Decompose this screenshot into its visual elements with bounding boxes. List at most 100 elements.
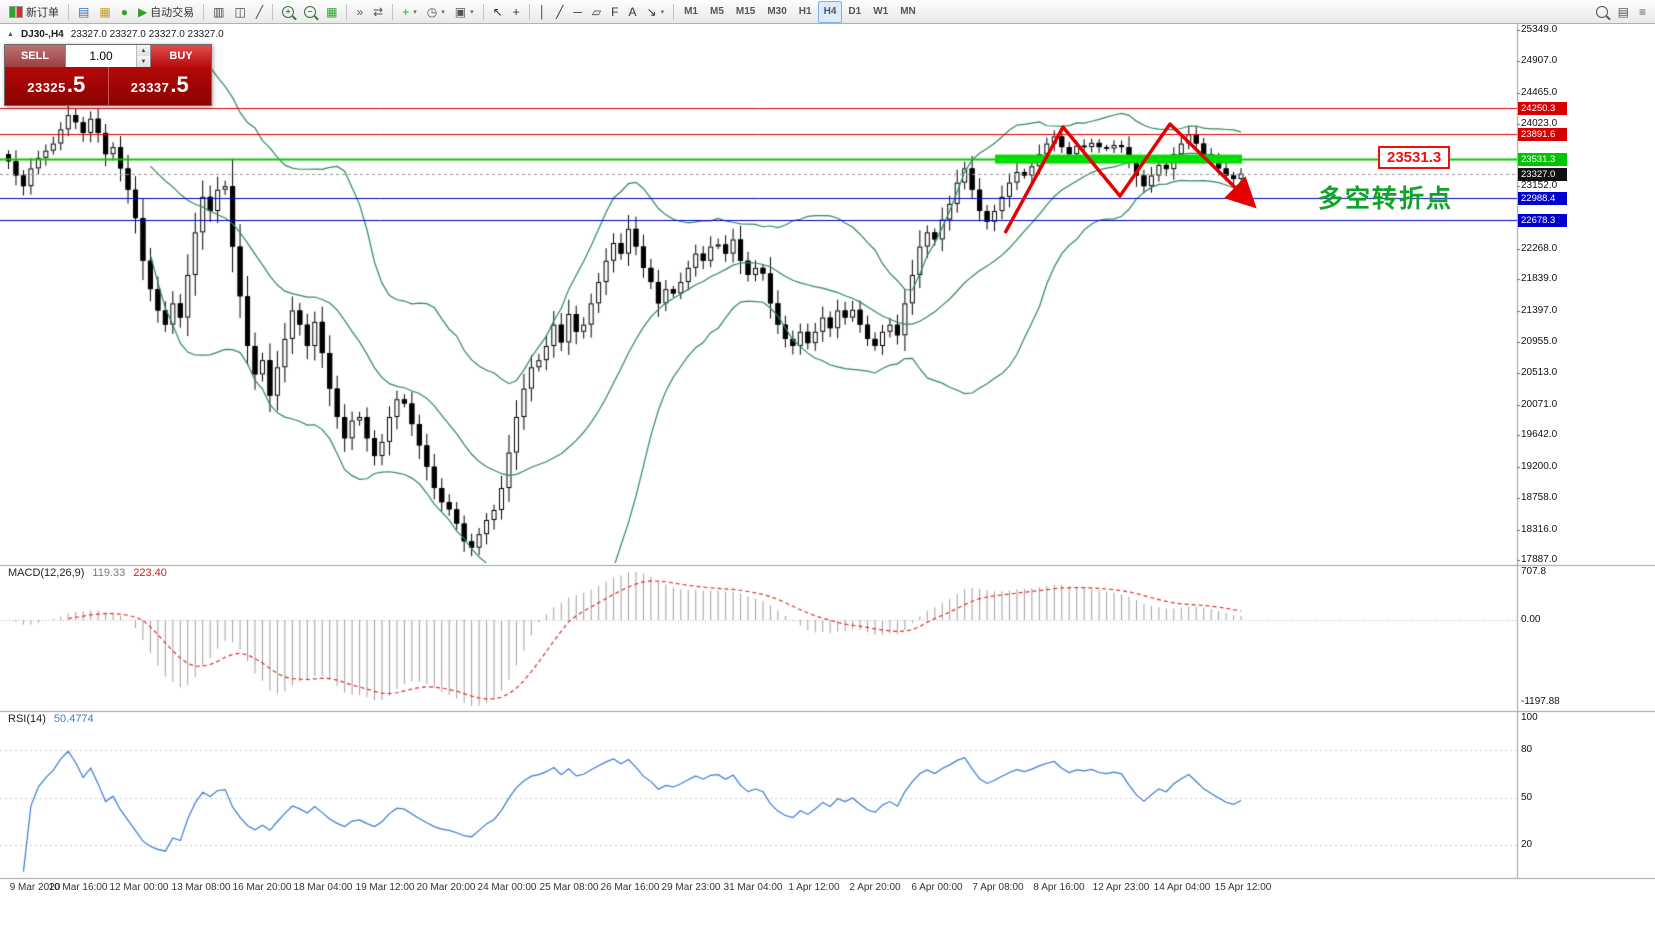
toolbar-separator — [528, 3, 530, 20]
new-order-button[interactable]: 新订单 — [4, 1, 64, 23]
toolbar-separator — [68, 3, 69, 20]
timeframe-w1[interactable]: W1 — [873, 6, 889, 17]
indicators-icon: + — [402, 4, 410, 19]
trendline-button[interactable]: ╱ — [551, 1, 568, 23]
price-level-annotation-box: 23531.3 — [1378, 146, 1451, 169]
line-chart-icon: ╱ — [255, 4, 264, 19]
arrows-icon: ↘ — [646, 4, 657, 19]
timeframe-h4[interactable]: H4 — [817, 0, 843, 23]
time-axis-label: 29 Mar 23:00 — [661, 882, 721, 893]
arrows-button[interactable]: ↘ ▾ — [642, 1, 670, 23]
line-chart-type-button[interactable]: ╱ — [251, 1, 268, 23]
cursor-button[interactable]: ↖ — [488, 1, 508, 23]
auto-scroll-button[interactable]: » — [351, 1, 368, 23]
timeframe-mn[interactable]: MN — [900, 6, 916, 17]
search-icon — [1595, 5, 1608, 18]
candles-icon: ◫ — [234, 4, 246, 19]
timeframe-m5[interactable]: M5 — [709, 6, 724, 17]
toolbar-group: 新订单 — [4, 1, 64, 23]
navigator-button[interactable]: ● — [116, 1, 133, 23]
rsi-axis-label: 20 — [1521, 839, 1533, 850]
navigator-icon: ● — [120, 4, 128, 19]
dropdown-caret-icon: ▾ — [660, 8, 665, 16]
search-button[interactable] — [1591, 1, 1613, 23]
volume-stepper[interactable]: 1.00 ▲ ▼ — [65, 45, 151, 67]
price-axis-label: 18316.0 — [1521, 524, 1558, 535]
fibonacci-button[interactable]: F — [606, 1, 623, 23]
tile-windows-button[interactable]: ▦ — [321, 1, 342, 23]
toolbar-separator — [203, 3, 205, 20]
buy-price-display[interactable]: 23337 .5 — [109, 67, 212, 105]
sell-price-pips: .5 — [66, 72, 86, 97]
timeframe-d1[interactable]: D1 — [848, 6, 862, 17]
candle-chart-type-button[interactable]: ◫ — [230, 1, 251, 23]
price-axis-label: 21839.0 — [1521, 273, 1558, 284]
time-axis-label: 2 Apr 20:00 — [849, 882, 901, 893]
cursor-icon: ↖ — [492, 4, 503, 19]
market-watch-button[interactable]: ▤ — [73, 1, 94, 23]
data-window-button[interactable]: ▦ — [94, 1, 115, 23]
symbol-triangle-icon: ▲ — [7, 31, 14, 38]
properties-icon: ≡ — [1638, 4, 1646, 19]
timeframe-m15[interactable]: M15 — [735, 6, 756, 17]
time-axis-label: 9 Mar 2020 — [9, 882, 61, 893]
crosshair-button[interactable]: + — [508, 1, 525, 23]
zoom-in-icon: + — [282, 5, 295, 18]
market-watch-icon: ▤ — [78, 4, 90, 19]
main-toolbar: 新订单 ▤ ▦ ● ▶ 自动交易 ▥ ◫ ╱ + − ▦» ⇄ + ▾ ◷ ▾ ▣ ▾ ↖ + │ ╱ ─ ▱ F A ↘ ▾ M1 M5 M… — [0, 0, 1655, 24]
horizontal-line-button[interactable]: ─ — [568, 1, 587, 23]
indicators-button[interactable]: + ▾ — [397, 1, 422, 23]
properties-button[interactable]: ≡ — [1634, 1, 1651, 23]
volume-down-button[interactable]: ▼ — [137, 56, 150, 67]
bar-chart-type-button[interactable]: ▥ — [208, 1, 229, 23]
rsi-axis-label: 100 — [1521, 712, 1538, 723]
time-axis-label: 7 Apr 08:00 — [972, 882, 1024, 893]
text-button[interactable]: A — [623, 1, 641, 23]
rsi-name: RSI(14) — [8, 713, 46, 725]
turning-point-annotation-text: 多空转折点 — [1318, 185, 1454, 213]
periods-button[interactable]: ◷ ▾ — [422, 1, 450, 23]
sell-button[interactable]: SELL — [5, 45, 65, 67]
zoom-out-button[interactable]: − — [299, 1, 321, 23]
toolbar-separator — [346, 3, 348, 20]
dropdown-caret-icon: ▾ — [413, 8, 417, 16]
vertical-line-button[interactable]: │ — [534, 1, 552, 23]
time-axis-label: 1 Apr 12:00 — [788, 882, 840, 893]
buy-button[interactable]: BUY — [151, 45, 211, 67]
timeframe-m1[interactable]: M1 — [684, 6, 698, 17]
symbol-ohlc-values: 23327.0 23327.0 23327.0 23327.0 — [70, 29, 224, 40]
symbol-info-bar: ▲ DJ30-,H4 23327.0 23327.0 23327.0 23327… — [7, 29, 224, 40]
price-axis-badge: 22988.4 — [1518, 191, 1567, 205]
vertical-line-icon: │ — [538, 4, 547, 19]
new-order-icon — [9, 5, 23, 18]
zoom-in-button[interactable]: + — [277, 1, 299, 23]
sell-price-display[interactable]: 23325 .5 — [5, 67, 109, 105]
time-axis-label: 19 Mar 12:00 — [355, 882, 415, 893]
timeframe-m30[interactable]: M30 — [767, 6, 787, 17]
rsi-indicator-label: RSI(14) 50.4774 — [8, 713, 94, 725]
channel-button[interactable]: ▱ — [587, 1, 606, 23]
chart-shift-icon: ⇄ — [373, 4, 384, 19]
time-axis-label: 15 Apr 12:00 — [1214, 882, 1272, 893]
time-axis-label: 26 Mar 16:00 — [600, 882, 660, 893]
time-axis-label: 25 Mar 08:00 — [539, 882, 599, 893]
rsi-axis-label: 80 — [1521, 744, 1533, 755]
chart-shift-button[interactable]: ⇄ — [368, 1, 388, 23]
price-axis-badge: 23327.0 — [1518, 167, 1567, 181]
zoom-out-icon: − — [304, 5, 317, 18]
auto-trading-button[interactable]: ▶ 自动交易 — [133, 1, 199, 23]
volume-spin-buttons: ▲ ▼ — [136, 45, 150, 67]
templates-button[interactable]: ▣ ▾ — [450, 1, 479, 23]
toolbar-separator — [392, 3, 394, 20]
macd-name: MACD(12,26,9) — [8, 567, 85, 579]
toolbar-separator — [272, 3, 274, 20]
price-axis-badge: 22678.3 — [1518, 213, 1567, 227]
print-button[interactable]: ▤ — [1613, 1, 1634, 23]
price-axis-label: 24465.0 — [1521, 87, 1558, 98]
volume-up-button[interactable]: ▲ — [137, 45, 150, 56]
dropdown-caret-icon: ▾ — [441, 8, 445, 16]
volume-value[interactable]: 1.00 — [89, 49, 113, 63]
timeframe-h1[interactable]: H1 — [798, 6, 812, 17]
